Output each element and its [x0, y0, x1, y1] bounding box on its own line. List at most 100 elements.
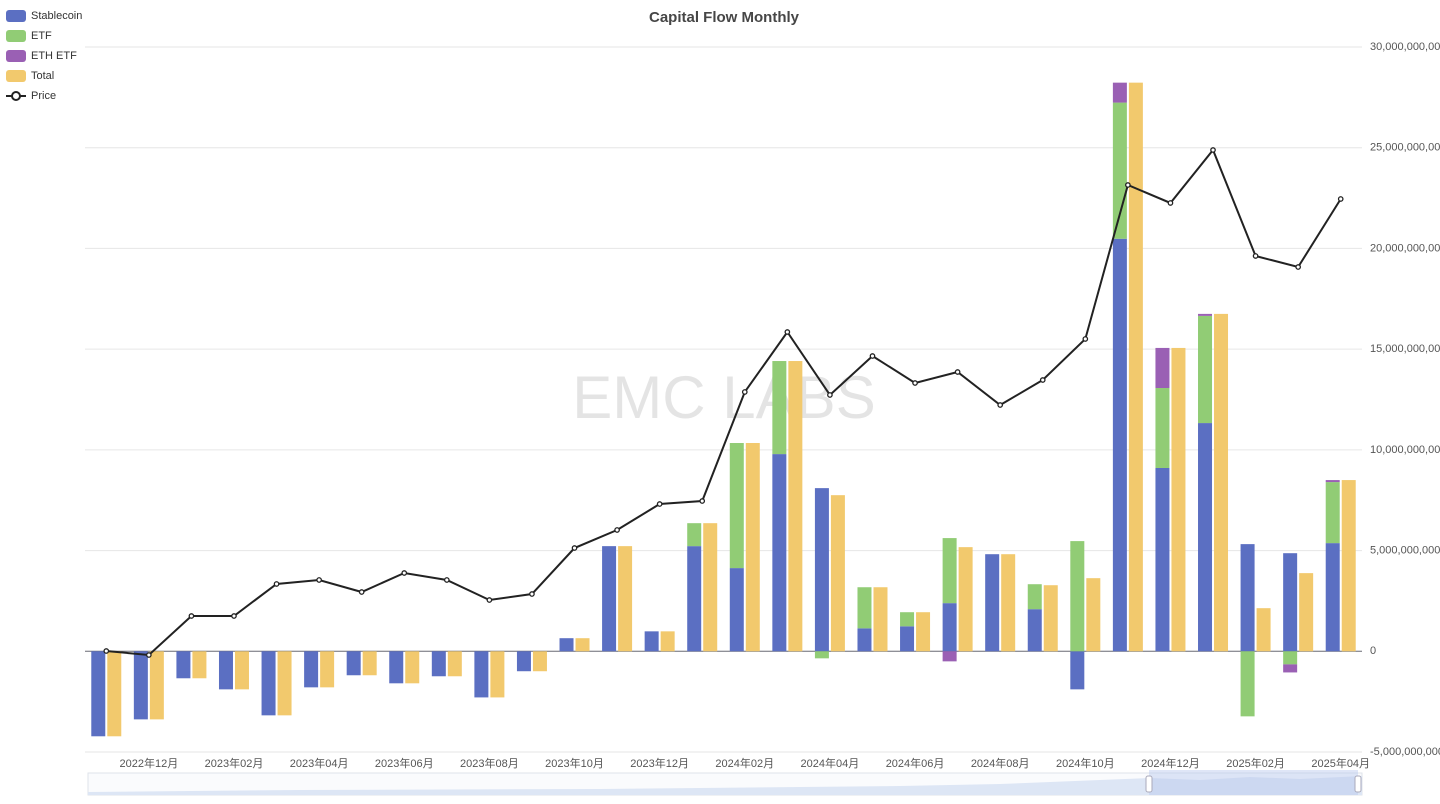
- x-tick-label: 2023年10月: [545, 756, 604, 770]
- data-zoom[interactable]: [87, 770, 1363, 796]
- bar: [772, 361, 787, 455]
- price-point: [1039, 377, 1046, 383]
- bar: [857, 628, 872, 652]
- bar: [772, 454, 787, 652]
- bar: [1240, 651, 1255, 717]
- bar: [1155, 347, 1170, 389]
- bar: [1325, 543, 1340, 652]
- price-point: [273, 581, 280, 587]
- y-tick-label: 10,000,000,000: [1370, 444, 1440, 456]
- bar: [687, 523, 702, 547]
- bar: [532, 651, 547, 672]
- bar: [618, 546, 633, 652]
- bar: [389, 651, 404, 684]
- bar: [1256, 608, 1271, 652]
- price-point: [401, 570, 408, 576]
- bar: [277, 651, 292, 716]
- y-tick-label: 15,000,000,000: [1370, 343, 1440, 355]
- price-point: [1167, 200, 1174, 206]
- bar: [320, 651, 335, 688]
- bar: [703, 523, 718, 652]
- zoom-handle[interactable]: [1145, 775, 1153, 793]
- bar: [958, 547, 973, 652]
- bar: [1214, 313, 1229, 652]
- legend-label[interactable]: Price: [31, 90, 56, 102]
- bar: [304, 651, 319, 688]
- legend-label[interactable]: ETH ETF: [31, 50, 77, 62]
- price-point: [1210, 147, 1216, 153]
- price-point: [827, 392, 833, 398]
- price-point: [1125, 182, 1131, 188]
- legend-swatch[interactable]: [6, 10, 26, 22]
- legend-label[interactable]: Total: [31, 70, 54, 82]
- bar: [1155, 388, 1170, 468]
- zoom-window[interactable]: [1149, 770, 1358, 795]
- chart-title: Capital Flow Monthly: [649, 9, 800, 26]
- price-line: [106, 148, 1342, 657]
- price-point: [1337, 196, 1344, 202]
- legend-swatch[interactable]: [6, 70, 26, 82]
- bar: [1128, 82, 1143, 652]
- bar: [788, 361, 803, 652]
- bar: [985, 554, 1000, 652]
- bar: [900, 612, 915, 627]
- price-point: [1082, 336, 1089, 342]
- bar: [1240, 544, 1255, 652]
- bar: [1043, 585, 1058, 652]
- legend-swatch[interactable]: [11, 91, 21, 101]
- zoom-handle[interactable]: [1354, 775, 1362, 793]
- bar: [1171, 347, 1186, 652]
- price-point: [358, 589, 365, 595]
- bar: [1198, 315, 1213, 424]
- y-tick-label: -5,000,000,000: [1370, 746, 1440, 758]
- bar: [218, 651, 233, 690]
- bar: [857, 587, 872, 629]
- x-tick-label: 2024年08月: [971, 756, 1030, 770]
- bar: [644, 631, 659, 652]
- price-point: [188, 613, 195, 619]
- legend-swatch[interactable]: [6, 30, 26, 42]
- x-tick-label: 2024年04月: [801, 756, 860, 770]
- price-point: [1295, 264, 1302, 270]
- x-tick-label: 2023年04月: [290, 756, 349, 770]
- bar: [192, 651, 207, 679]
- price-point: [316, 577, 322, 583]
- bar: [1086, 578, 1101, 652]
- bar: [660, 631, 675, 652]
- bar: [447, 651, 462, 677]
- price-point: [954, 369, 961, 375]
- bar: [234, 651, 249, 690]
- x-tick-label: 2024年02月: [715, 756, 774, 770]
- price-point: [741, 389, 748, 395]
- legend-swatch[interactable]: [6, 50, 26, 62]
- bar: [516, 651, 531, 672]
- watermark: EMC LABS: [572, 364, 875, 431]
- bar: [814, 651, 829, 659]
- bar: [1027, 609, 1042, 652]
- bar: [942, 538, 957, 604]
- bar: [1341, 480, 1356, 652]
- price-point: [231, 613, 237, 619]
- x-tick-label: 2025年02月: [1226, 756, 1285, 770]
- bar: [814, 488, 829, 652]
- bar: [559, 638, 574, 652]
- x-tick-label: 2024年06月: [886, 756, 945, 770]
- bar: [1112, 102, 1127, 239]
- bar: [1325, 482, 1340, 544]
- price-point: [869, 353, 876, 359]
- price-point: [486, 597, 493, 603]
- bar: [830, 495, 845, 652]
- bar: [405, 651, 420, 684]
- bar: [149, 651, 164, 720]
- legend-label[interactable]: Stablecoin: [31, 10, 82, 22]
- price-point: [571, 545, 578, 551]
- price-point: [1252, 253, 1259, 259]
- bar: [1198, 423, 1213, 652]
- price-point: [443, 577, 450, 583]
- bar: [1325, 480, 1340, 483]
- legend-label[interactable]: ETF: [31, 30, 52, 42]
- bar: [745, 443, 760, 652]
- price-point: [699, 498, 706, 504]
- bar: [1283, 664, 1298, 673]
